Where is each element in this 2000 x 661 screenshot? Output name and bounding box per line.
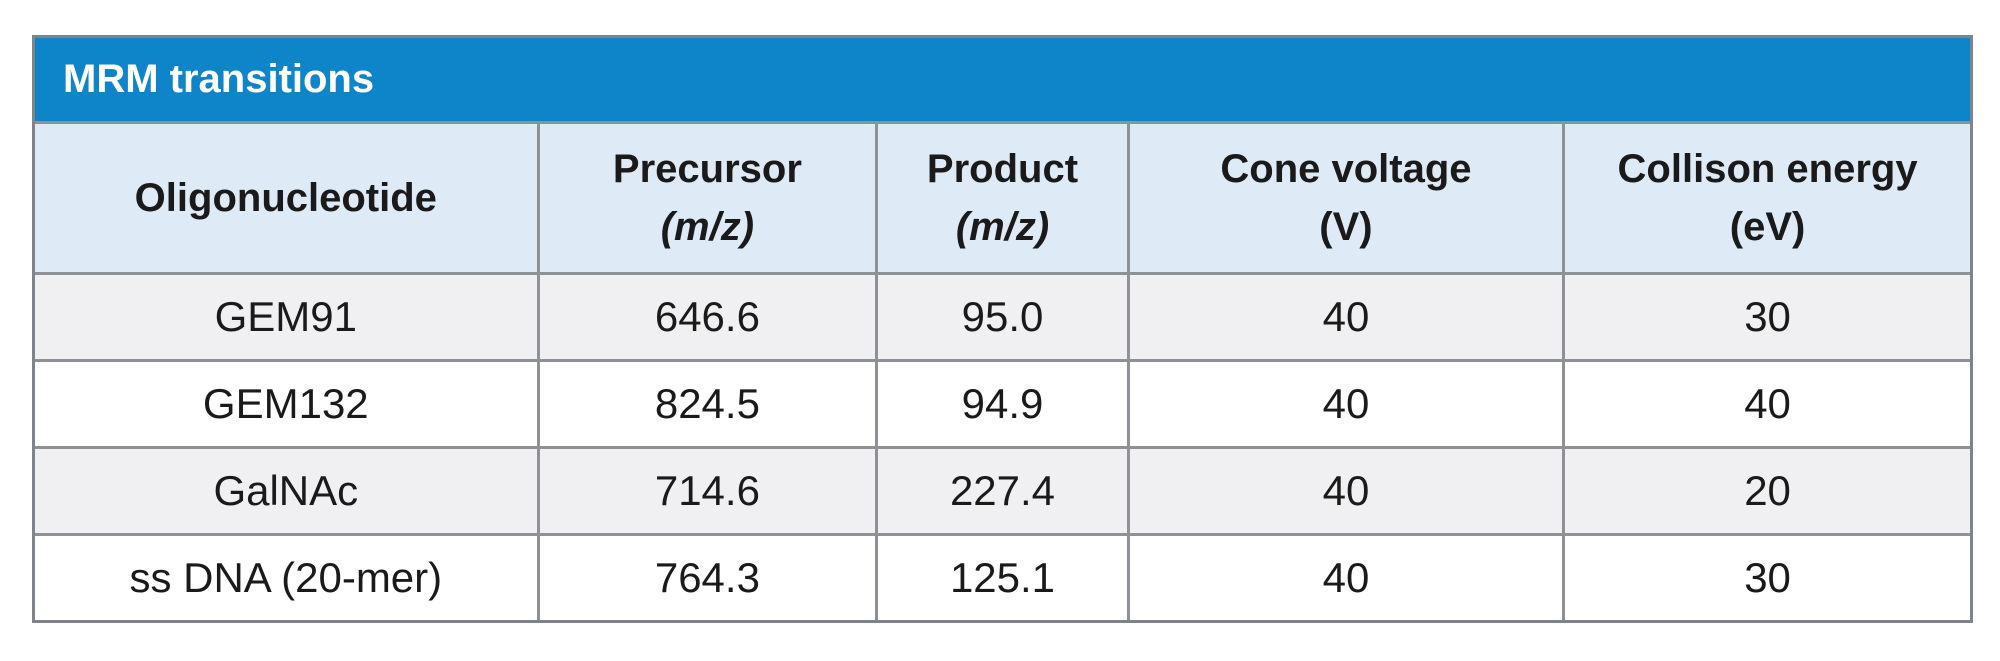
column-unit: (eV) — [1729, 205, 1806, 249]
column-header-oligonucleotide: Oligonucleotide — [35, 121, 540, 275]
cell-collision-energy: 30 — [1562, 533, 1970, 620]
cell-product-mz: 95.0 — [875, 272, 1130, 362]
table-row: GEM132 824.5 94.9 40 40 — [35, 359, 1970, 449]
cell-cone-voltage: 40 — [1126, 446, 1566, 536]
cell-oligonucleotide: GEM91 — [35, 272, 540, 362]
table-row: GEM91 646.6 95.0 40 30 — [35, 272, 1970, 362]
cell-collision-energy: 30 — [1562, 272, 1970, 362]
column-header-precursor: Precursor (m/z) — [536, 121, 879, 275]
column-label: Collison energy — [1617, 147, 1918, 191]
cell-cone-voltage: 40 — [1126, 272, 1566, 362]
cell-oligonucleotide: ss DNA (20-mer) — [35, 533, 540, 620]
cell-precursor-mz: 646.6 — [536, 272, 879, 362]
cell-collision-energy: 40 — [1562, 359, 1970, 449]
table-title: MRM transitions — [35, 38, 1970, 124]
cell-cone-voltage: 40 — [1126, 533, 1566, 620]
cell-precursor-mz: 824.5 — [536, 359, 879, 449]
cell-product-mz: 94.9 — [875, 359, 1130, 449]
column-header-product: Product (m/z) — [875, 121, 1130, 275]
cell-product-mz: 227.4 — [875, 446, 1130, 536]
table-row: GalNAc 714.6 227.4 40 20 — [35, 446, 1970, 536]
table-header-row: Oligonucleotide Precursor (m/z) Product … — [35, 121, 1970, 275]
mrm-transitions-table: MRM transitions Oligonucleotide Precurso… — [32, 35, 1973, 623]
column-unit: (m/z) — [955, 205, 1050, 249]
cell-cone-voltage: 40 — [1126, 359, 1566, 449]
column-header-cone-voltage: Cone voltage (V) — [1126, 121, 1566, 275]
table-row: ss DNA (20-mer) 764.3 125.1 40 30 — [35, 533, 1970, 620]
column-label: Cone voltage — [1220, 147, 1472, 191]
column-label: Product — [926, 147, 1079, 191]
cell-oligonucleotide: GEM132 — [35, 359, 540, 449]
table-title-row: MRM transitions — [35, 38, 1970, 124]
column-label: Oligonucleotide — [134, 176, 437, 220]
cell-precursor-mz: 764.3 — [536, 533, 879, 620]
column-label: Precursor — [612, 147, 802, 191]
cell-oligonucleotide: GalNAc — [35, 446, 540, 536]
cell-precursor-mz: 714.6 — [536, 446, 879, 536]
cell-product-mz: 125.1 — [875, 533, 1130, 620]
column-unit: (V) — [1319, 205, 1373, 249]
column-header-collision-energy: Collison energy (eV) — [1562, 121, 1970, 275]
cell-collision-energy: 20 — [1562, 446, 1970, 536]
mrm-table: MRM transitions Oligonucleotide Precurso… — [35, 38, 1970, 620]
column-unit: (m/z) — [660, 205, 755, 249]
